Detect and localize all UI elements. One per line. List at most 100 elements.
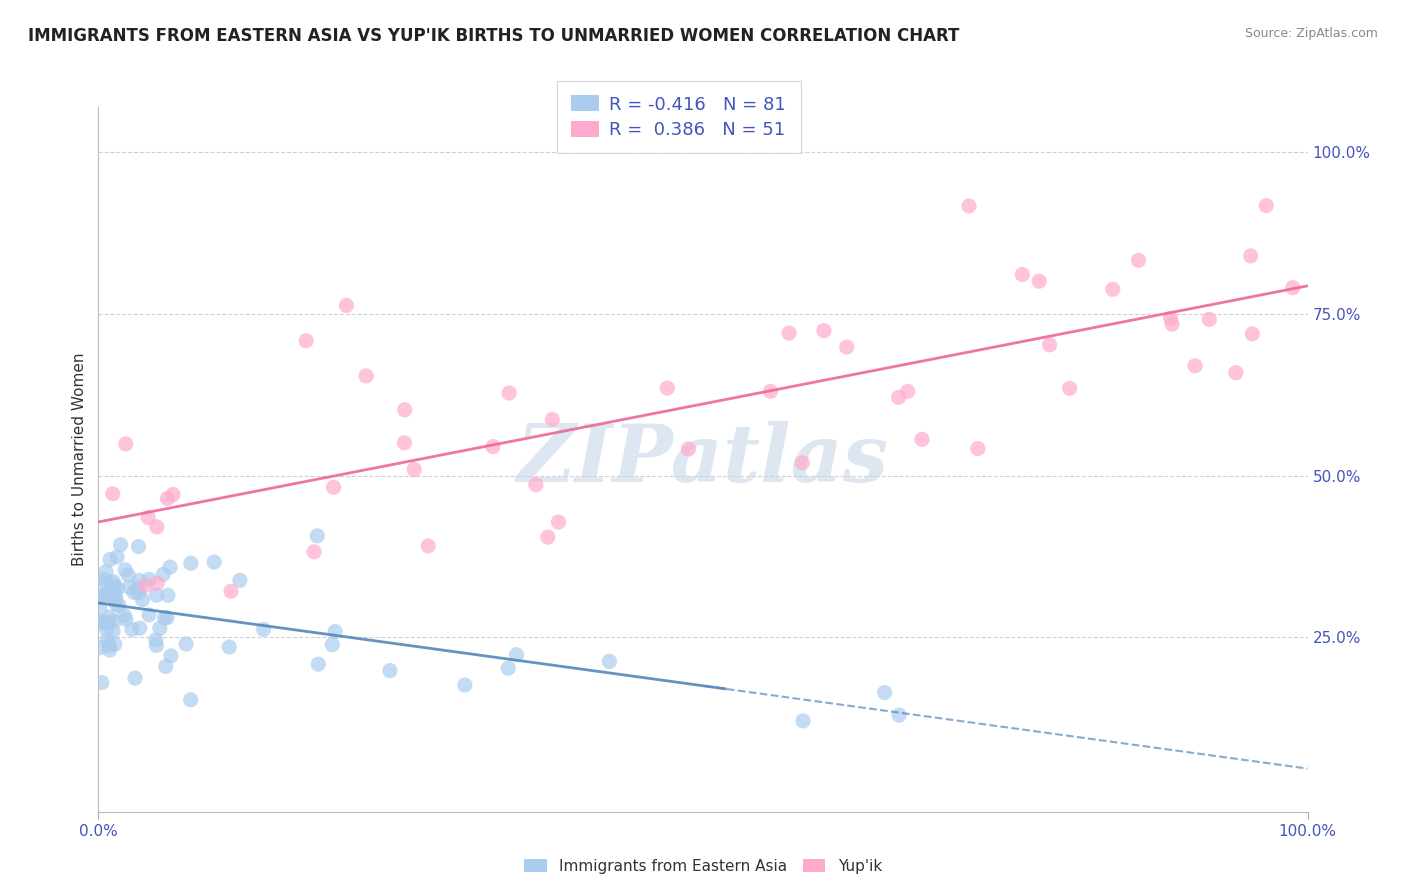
Point bbox=[103, 574, 125, 589]
Point bbox=[105, 549, 128, 564]
Point bbox=[128, 574, 150, 588]
Point bbox=[792, 714, 814, 728]
Point bbox=[110, 538, 132, 552]
Point bbox=[94, 573, 117, 587]
Point bbox=[496, 661, 519, 675]
Point bbox=[174, 637, 197, 651]
Point bbox=[127, 581, 149, 595]
Point bbox=[1128, 253, 1150, 268]
Point bbox=[159, 560, 181, 574]
Point bbox=[127, 585, 149, 599]
Point bbox=[117, 568, 139, 582]
Point bbox=[887, 390, 910, 404]
Point bbox=[162, 487, 184, 501]
Point bbox=[124, 671, 146, 685]
Point bbox=[118, 580, 141, 594]
Point bbox=[778, 326, 800, 340]
Point bbox=[94, 565, 117, 579]
Point bbox=[96, 632, 118, 647]
Point bbox=[792, 456, 814, 470]
Point bbox=[524, 477, 547, 491]
Point bbox=[911, 433, 934, 447]
Point bbox=[138, 607, 160, 622]
Point bbox=[547, 515, 569, 529]
Point bbox=[1281, 280, 1303, 294]
Point bbox=[98, 638, 121, 652]
Point bbox=[98, 610, 121, 624]
Point bbox=[657, 381, 679, 395]
Point bbox=[103, 614, 125, 628]
Point bbox=[145, 632, 167, 647]
Point bbox=[897, 384, 920, 399]
Point bbox=[103, 587, 125, 601]
Point bbox=[146, 520, 169, 534]
Point bbox=[394, 402, 416, 417]
Y-axis label: Births to Unmarried Women: Births to Unmarried Women bbox=[72, 352, 87, 566]
Point bbox=[152, 567, 174, 582]
Point bbox=[394, 435, 416, 450]
Point bbox=[307, 529, 329, 543]
Point bbox=[98, 552, 121, 566]
Point bbox=[835, 340, 858, 354]
Point bbox=[128, 621, 150, 635]
Point bbox=[1101, 282, 1123, 296]
Point bbox=[160, 648, 183, 663]
Legend: Immigrants from Eastern Asia, Yup'ik: Immigrants from Eastern Asia, Yup'ik bbox=[517, 853, 889, 880]
Point bbox=[505, 648, 527, 662]
Point bbox=[114, 437, 136, 451]
Point bbox=[537, 530, 560, 544]
Point bbox=[873, 685, 896, 699]
Text: Source: ZipAtlas.com: Source: ZipAtlas.com bbox=[1244, 27, 1378, 40]
Point bbox=[218, 640, 240, 654]
Point bbox=[89, 590, 111, 604]
Point bbox=[121, 623, 143, 637]
Point bbox=[138, 572, 160, 586]
Point bbox=[1028, 274, 1050, 288]
Point bbox=[145, 639, 167, 653]
Point bbox=[146, 576, 169, 591]
Point bbox=[134, 578, 156, 592]
Point bbox=[957, 199, 980, 213]
Point bbox=[1225, 366, 1247, 380]
Point bbox=[678, 442, 700, 456]
Point bbox=[219, 584, 242, 599]
Point bbox=[307, 657, 329, 672]
Point bbox=[131, 592, 153, 607]
Point bbox=[136, 510, 159, 524]
Point bbox=[96, 615, 118, 630]
Point bbox=[89, 601, 111, 615]
Point bbox=[966, 442, 988, 456]
Point bbox=[1039, 338, 1062, 352]
Point bbox=[1240, 249, 1263, 263]
Point bbox=[101, 624, 124, 639]
Point bbox=[335, 298, 357, 312]
Point bbox=[598, 654, 620, 668]
Point bbox=[115, 612, 138, 626]
Point bbox=[813, 324, 835, 338]
Point bbox=[122, 585, 145, 599]
Point bbox=[541, 412, 564, 426]
Point bbox=[378, 664, 401, 678]
Point bbox=[114, 563, 136, 577]
Point bbox=[1161, 317, 1184, 331]
Point bbox=[104, 592, 127, 607]
Point bbox=[101, 487, 124, 501]
Point bbox=[101, 577, 124, 591]
Point bbox=[321, 638, 343, 652]
Point bbox=[87, 590, 110, 604]
Point bbox=[93, 575, 115, 590]
Point bbox=[482, 440, 505, 454]
Point bbox=[498, 386, 520, 401]
Point bbox=[202, 555, 225, 569]
Point bbox=[156, 588, 179, 602]
Point bbox=[104, 588, 127, 602]
Point bbox=[323, 624, 346, 639]
Point bbox=[104, 637, 127, 651]
Point bbox=[1160, 311, 1182, 326]
Point bbox=[93, 589, 115, 603]
Point bbox=[253, 623, 276, 637]
Point bbox=[128, 540, 150, 554]
Point bbox=[354, 368, 377, 383]
Point bbox=[96, 586, 118, 600]
Text: ZIPatlas: ZIPatlas bbox=[517, 421, 889, 498]
